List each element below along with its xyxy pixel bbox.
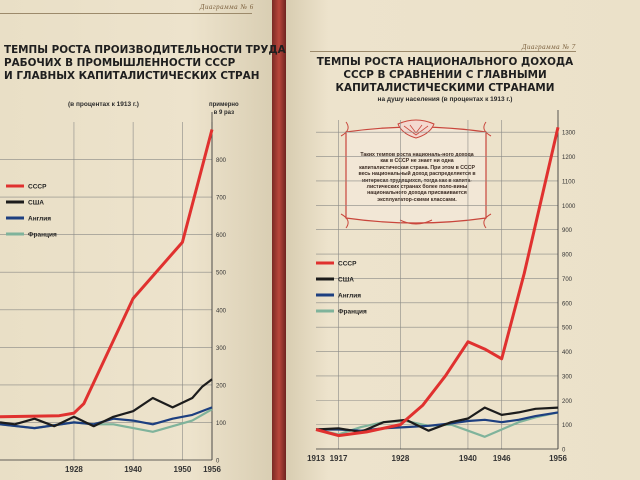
right-title-line-2: СССР В СРАВНЕНИИ С ГЛАВНЫМИ	[343, 69, 547, 81]
y-tick-label: 500	[562, 326, 573, 332]
series-line-usa	[0, 378, 213, 428]
y-tick-label: 600	[216, 233, 227, 239]
y-tick-label: 1100	[562, 179, 576, 185]
quote-panel-frame	[340, 119, 492, 229]
left-annotation-line-1: примерно	[209, 102, 239, 108]
y-tick-label: 1000	[562, 204, 576, 210]
series-line-england	[316, 411, 559, 432]
left-book-page	[0, 0, 272, 480]
x-tick-label: 1913	[307, 454, 325, 463]
right-title-line-1: ТЕМПЫ РОСТА НАЦИОНАЛЬНОГО ДОХОДА	[316, 56, 574, 68]
y-tick-label: 300	[216, 346, 227, 352]
x-tick-label: 1940	[459, 454, 477, 463]
y-tick-label: 100	[562, 423, 573, 429]
y-tick-label: 500	[216, 271, 227, 277]
y-tick-label: 1200	[562, 155, 576, 161]
y-tick-label: 0	[562, 448, 566, 454]
left-subtitle: (в процентах к 1913 г.)	[68, 101, 139, 108]
legend-label-france: Франция	[28, 232, 57, 239]
y-tick-label: 800	[216, 158, 227, 164]
left-title-line-2: РАБОЧИХ В ПРОМЫШЛЕННОСТИ СССР	[4, 57, 236, 69]
legend-label-usa: США	[28, 200, 44, 207]
right-diagram-number: Диаграмма № 7	[522, 43, 576, 51]
right-header-rule	[310, 51, 576, 52]
y-tick-label: 200	[562, 399, 573, 405]
right-title-line-3: КАПИТАЛИСТИЧЕСКИМИ СТРАНАМИ	[335, 82, 555, 94]
x-tick-label: 1946	[493, 454, 511, 463]
left-header-rule	[0, 13, 252, 14]
left-productivity-chart: 0 100 200 300 400 500 600 700 800 1928 1940 1950 195…	[0, 112, 227, 474]
legend-label-france: Франция	[338, 309, 367, 316]
y-tick-label: 700	[562, 277, 573, 283]
legend-label-england: Англия	[28, 216, 51, 223]
left-diagram-number: Диаграмма № 6	[200, 3, 254, 11]
y-tick-label: 400	[562, 350, 573, 356]
x-tick-label: 1928	[65, 465, 83, 474]
right-national-income-chart: 0 100 200 300 400 500 600 700 800 900 1000 1100 1200…	[307, 110, 576, 463]
y-tick-label: 600	[562, 301, 573, 307]
left-annotation: примерно в 9 раз	[209, 101, 239, 117]
left-annotation-line-2: в 9 раз	[213, 110, 235, 116]
y-tick-label: 100	[216, 421, 227, 427]
legend-label-ussr: СССР	[338, 261, 357, 268]
series-line-ussr	[315, 126, 560, 438]
y-tick-label: 700	[216, 196, 227, 202]
right-subtitle: на душу населения (в процентах к 1913 г.…	[377, 96, 513, 103]
legend-label-usa: США	[338, 277, 354, 284]
x-tick-label: 1940	[124, 465, 142, 474]
left-title-line-1: ТЕМПЫ РОСТА ПРОИЗВОДИТЕЛЬНОСТИ ТРУДА	[4, 44, 286, 56]
x-tick-label: 1928	[392, 454, 410, 463]
series-line-france	[315, 411, 559, 438]
x-tick-label: 1956	[203, 465, 221, 474]
y-tick-label: 400	[216, 308, 227, 314]
legend-label-england: Англия	[338, 293, 361, 300]
y-tick-label: 300	[562, 374, 573, 380]
y-tick-label: 800	[562, 253, 573, 259]
y-tick-label: 1300	[562, 131, 576, 137]
legend-label-ussr: СССР	[28, 184, 47, 191]
x-tick-label: 1917	[330, 454, 348, 463]
quote-panel-text: Таких темпов роста националь-ного дохода…	[358, 152, 476, 203]
y-tick-label: 200	[216, 383, 227, 389]
y-tick-label: 0	[216, 459, 220, 465]
x-tick-label: 1956	[549, 454, 567, 463]
series-line-ussr	[0, 129, 214, 419]
book-spine-gutter	[272, 0, 286, 480]
y-tick-label: 900	[562, 228, 573, 234]
x-tick-label: 1950	[174, 465, 192, 474]
left-title-line-3: И ГЛАВНЫХ КАПИТАЛИСТИЧЕСКИХ СТРАН	[4, 70, 260, 82]
